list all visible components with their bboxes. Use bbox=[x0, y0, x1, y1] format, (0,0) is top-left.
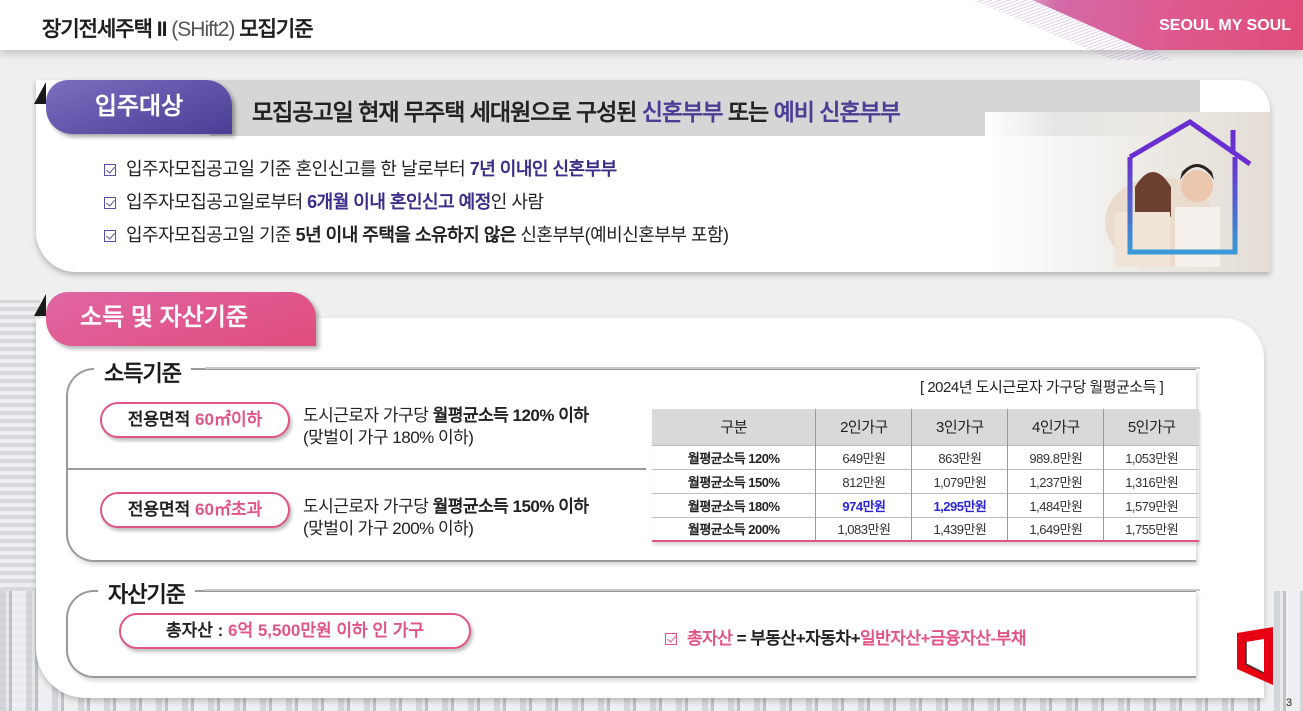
assets-group-line bbox=[205, 589, 1200, 591]
pill-highlight: 6억 5,500만원 이하 인 가구 bbox=[228, 621, 425, 640]
criteria-text-60-over: 도시근로자 가구당 월평균소득 150% 이하 (맞벌이 가구 200% 이하) bbox=[303, 496, 589, 540]
criteria-line-1-bold: 월평균소득 120% 이하 bbox=[432, 406, 589, 425]
row-label: 월평균소득 150% bbox=[652, 468, 816, 493]
table-cell: 1,439만원 bbox=[911, 516, 1008, 541]
formula-eq: = 부동산+자동차+ bbox=[732, 629, 861, 648]
criteria-text-60-under: 도시근로자 가구당 월평균소득 120% 이하 (맞벌이 가구 180% 이하) bbox=[303, 405, 589, 449]
table-cell: 863만원 bbox=[911, 444, 1008, 469]
table-cell: 649만원 bbox=[815, 444, 912, 469]
pill-label: 총자산 : bbox=[165, 621, 228, 640]
brand-logo: SEOUL MY SOUL bbox=[1159, 17, 1291, 34]
table-cell-highlight: 974만원 bbox=[815, 492, 912, 517]
table-row: 월평균소득 120% 649만원 863만원 989.8만원 1,053만원 bbox=[652, 444, 1199, 469]
table-cell-highlight: 1,295만원 bbox=[911, 492, 1008, 517]
title-main: 장기전세주택 II bbox=[42, 18, 167, 41]
table-cell: 1,649만원 bbox=[1007, 516, 1104, 541]
income-divider bbox=[66, 468, 646, 470]
column-header: 2인가구 bbox=[815, 409, 912, 445]
tab-corner-decoration bbox=[34, 82, 46, 104]
criteria-line-1: 도시근로자 가구당 bbox=[303, 497, 433, 516]
title-end: 모집기준 bbox=[239, 18, 313, 41]
pill-label: 전용면적 bbox=[127, 410, 196, 429]
criteria-line-1: 도시근로자 가구당 bbox=[303, 406, 433, 425]
column-header: 5인가구 bbox=[1103, 409, 1199, 445]
table-header-row: 구분 2인가구 3인가구 4인가구 5인가구 bbox=[652, 409, 1199, 445]
list-item: 입주자모집공고일 기준 혼인신고를 한 날로부터 7년 이내인 신혼부부 bbox=[104, 156, 729, 189]
table-cell: 1,579만원 bbox=[1103, 492, 1199, 517]
income-group-line bbox=[205, 367, 1200, 369]
item-highlight: 6개월 이내 혼인신고 예정 bbox=[307, 192, 491, 212]
table-cell: 1,053만원 bbox=[1103, 444, 1199, 469]
checkbox-icon bbox=[104, 164, 116, 176]
list-item: 입주자모집공고일로부터 6개월 이내 혼인신고 예정인 사람 bbox=[104, 189, 729, 222]
row-label: 월평균소득 180% bbox=[652, 492, 816, 517]
couple-house-photo bbox=[985, 112, 1270, 272]
income-table: 구분 2인가구 3인가구 4인가구 5인가구 월평균소득 120% 649만원 … bbox=[652, 409, 1199, 542]
table-cell: 1,079만원 bbox=[911, 468, 1008, 493]
table-caption: [ 2024년 도시근로자 가구당 월평균소득 ] bbox=[920, 379, 1164, 396]
eligibility-tab-label: 입주대상 bbox=[46, 80, 232, 134]
table-cell: 1,083만원 bbox=[815, 516, 912, 541]
banner-text-1: 모집공고일 현재 무주택 세대원으로 구성된 bbox=[252, 99, 642, 125]
criteria-pill-60-over: 전용면적 60㎡초과 bbox=[100, 492, 290, 528]
formula-term: 총자산 bbox=[687, 629, 733, 648]
formula-rest: 일반자산+금융자산-부채 bbox=[860, 629, 1027, 648]
row-label: 월평균소득 120% bbox=[652, 444, 816, 469]
seoul-logo-icon bbox=[1237, 627, 1273, 685]
page-number: 3 bbox=[1286, 697, 1293, 709]
tab-corner-decoration bbox=[34, 294, 46, 316]
item-highlight: 7년 이내인 신혼부부 bbox=[469, 159, 618, 179]
eligibility-list: 입주자모집공고일 기준 혼인신고를 한 날로부터 7년 이내인 신혼부부 입주자… bbox=[104, 156, 729, 255]
income-assets-tab-label: 소득 및 자산기준 bbox=[46, 292, 316, 346]
banner-highlight-2: 예비 신혼부부 bbox=[773, 99, 901, 125]
house-frame-icon bbox=[1105, 119, 1252, 267]
table-cell: 1,316만원 bbox=[1103, 468, 1199, 493]
item-highlight: 5년 이내 주택을 소유하지 않은 bbox=[295, 225, 517, 245]
banner-highlight-1: 신혼부부 bbox=[641, 99, 724, 125]
pill-highlight: 60㎡초과 bbox=[195, 500, 263, 519]
column-header: 4인가구 bbox=[1007, 409, 1104, 445]
checkbox-icon bbox=[104, 197, 116, 209]
assets-pill: 총자산 : 6억 5,500만원 이하 인 가구 bbox=[119, 613, 471, 649]
table-cell: 1,755만원 bbox=[1103, 516, 1199, 541]
row-label: 월평균소득 200% bbox=[652, 516, 816, 541]
pill-highlight: 60㎡이하 bbox=[195, 410, 263, 429]
checkbox-icon bbox=[104, 230, 116, 242]
page-title: 장기전세주택 II (SHift2) 모집기준 bbox=[42, 13, 314, 43]
criteria-line-1-bold: 월평균소득 150% 이하 bbox=[432, 497, 589, 516]
checkbox-icon bbox=[665, 633, 677, 645]
table-row: 월평균소득 150% 812만원 1,079만원 1,237만원 1,316만원 bbox=[652, 468, 1199, 493]
pill-label: 전용면적 bbox=[127, 500, 196, 519]
table-cell: 989.8만원 bbox=[1007, 444, 1104, 469]
header: 장기전세주택 II (SHift2) 모집기준 SEOUL MY SOUL bbox=[0, 0, 1303, 60]
table-row: 월평균소득 180% 974만원 1,295만원 1,484만원 1,579만원 bbox=[652, 492, 1199, 517]
item-suffix: 인 사람 bbox=[490, 192, 544, 212]
income-group-box bbox=[66, 368, 1196, 562]
table-cell: 1,484만원 bbox=[1007, 492, 1104, 517]
criteria-pill-60-under: 전용면적 60㎡이하 bbox=[100, 402, 290, 438]
column-header: 3인가구 bbox=[911, 409, 1008, 445]
item-text: 입주자모집공고일로부터 bbox=[126, 192, 308, 212]
income-section-title: 소득기준 bbox=[94, 356, 191, 388]
assets-section-title: 자산기준 bbox=[98, 577, 195, 609]
column-header: 구분 bbox=[652, 409, 816, 445]
criteria-line-2: (맞벌이 가구 180% 이하) bbox=[303, 428, 474, 447]
title-sub: (SHift2) bbox=[166, 18, 240, 41]
table-cell: 812만원 bbox=[815, 468, 912, 493]
table-cell: 1,237만원 bbox=[1007, 468, 1104, 493]
banner-text-2: 또는 bbox=[722, 99, 774, 125]
total-assets-formula: 총자산 = 부동산+자동차+일반자산+금융자산-부채 bbox=[665, 624, 1027, 649]
assets-group-box bbox=[66, 590, 1196, 678]
table-row: 월평균소득 200% 1,083만원 1,439만원 1,649만원 1,755… bbox=[652, 516, 1199, 541]
item-suffix: 신혼부부(예비신혼부부 포함) bbox=[515, 225, 729, 245]
item-text: 입주자모집공고일 기준 bbox=[126, 225, 296, 245]
list-item: 입주자모집공고일 기준 5년 이내 주택을 소유하지 않은 신혼부부(예비신혼부… bbox=[104, 222, 729, 255]
criteria-line-2: (맞벌이 가구 200% 이하) bbox=[303, 519, 474, 538]
eligibility-banner-text: 모집공고일 현재 무주택 세대원으로 구성된 신혼부부 또는 예비 신혼부부 bbox=[252, 93, 901, 127]
item-text: 입주자모집공고일 기준 혼인신고를 한 날로부터 bbox=[126, 159, 470, 179]
